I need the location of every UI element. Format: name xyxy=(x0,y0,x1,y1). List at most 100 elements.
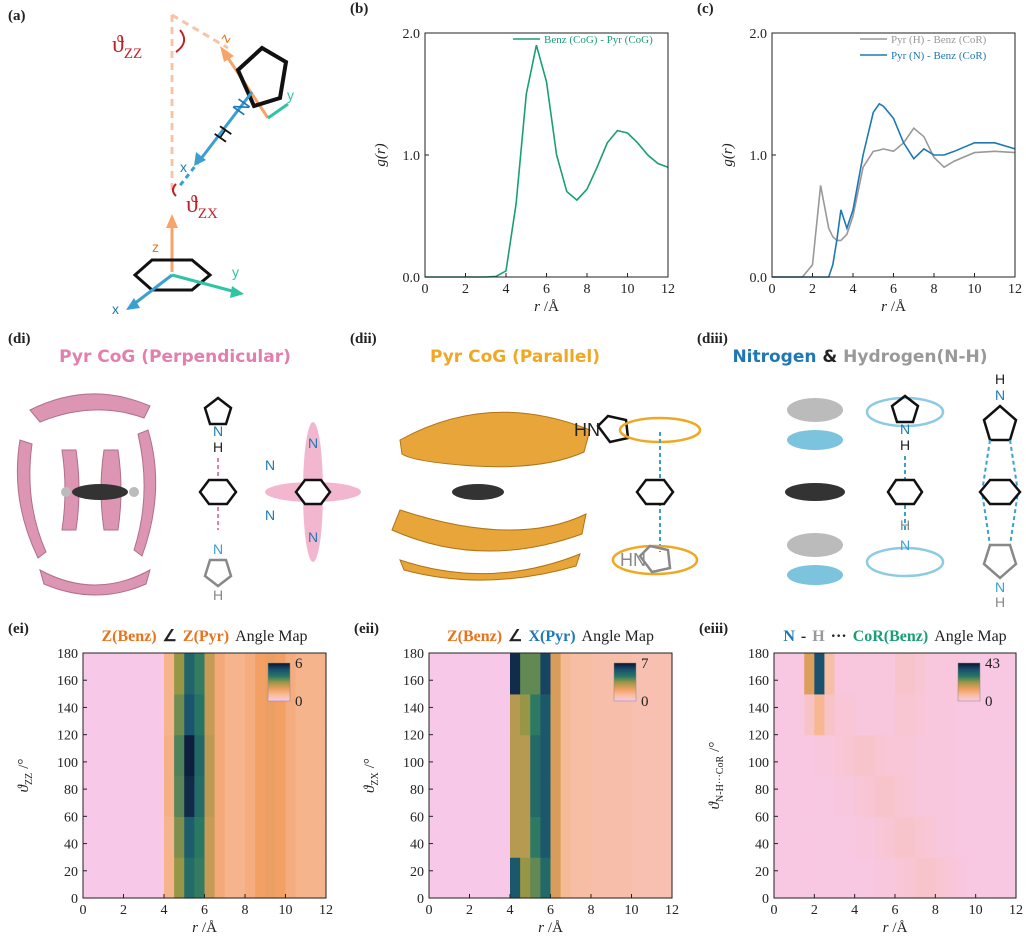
heat-cell xyxy=(935,816,946,857)
heat-cell xyxy=(794,735,805,776)
heat-cell xyxy=(652,857,663,898)
heat-cell xyxy=(662,816,673,857)
line xyxy=(425,45,668,277)
heat-cell xyxy=(784,816,795,857)
heat-cell xyxy=(885,857,896,898)
heat-cell xyxy=(439,857,450,898)
x-tick-label: 8 xyxy=(584,282,591,297)
heat-cell xyxy=(265,776,276,817)
heat-cell xyxy=(895,653,906,694)
heat-cell xyxy=(540,776,551,817)
title-part: X(Pyr) xyxy=(528,628,575,645)
heat-cell xyxy=(235,694,246,735)
legend-label: Benz (CoG) - Pyr (CoG) xyxy=(544,34,653,46)
y-tick-label: 20 xyxy=(64,865,78,880)
axis-label: x xyxy=(180,159,187,175)
y-tick-label: 160 xyxy=(403,674,424,689)
title-part: ··· xyxy=(831,628,847,645)
heat-cell xyxy=(986,776,997,817)
heat-cell xyxy=(915,735,926,776)
heat-cell xyxy=(551,694,562,735)
heat-cell xyxy=(174,694,185,735)
heat-cell xyxy=(885,735,896,776)
heat-cell xyxy=(784,653,795,694)
heat-cell xyxy=(652,816,663,857)
heat-cell xyxy=(490,694,501,735)
y-tick-label: 0 xyxy=(762,892,769,907)
panel-title: Pyr CoG (Parallel) xyxy=(430,347,600,367)
heat-cell xyxy=(103,694,114,735)
heat-cell xyxy=(255,653,266,694)
heat-cell xyxy=(480,816,491,857)
heat-cell xyxy=(845,816,856,857)
line xyxy=(772,128,1015,277)
panel-diii: (diii) Nitrogen & Hydrogen(N-H) N H H N … xyxy=(697,331,1020,610)
heat-cell xyxy=(93,735,104,776)
heat-cell xyxy=(652,653,663,694)
x-tick-label: 4 xyxy=(503,282,510,297)
heat-cell xyxy=(774,816,785,857)
heat-cell xyxy=(1006,857,1017,898)
benzene-model xyxy=(452,484,504,500)
heat-cell xyxy=(895,857,906,898)
heat-cell xyxy=(530,816,541,857)
title-part: Z(Benz) xyxy=(101,628,156,645)
heat-cell xyxy=(286,816,297,857)
y-tick-label: 120 xyxy=(57,729,78,744)
heat-cell xyxy=(255,857,266,898)
heat-cell xyxy=(124,694,135,735)
heat-cell xyxy=(439,653,450,694)
heat-cell xyxy=(601,857,612,898)
heat-cell xyxy=(814,653,825,694)
angle-label: ϑZZ xyxy=(112,32,142,62)
y-tick-label: 0.0 xyxy=(403,271,421,286)
heat-cell xyxy=(429,653,440,694)
pyrrole xyxy=(598,416,628,442)
atom-label: HN xyxy=(620,550,646,570)
unit: /° xyxy=(16,759,32,769)
panel-label: (eiii) xyxy=(699,621,728,637)
heat-cell xyxy=(103,816,114,857)
heat-cell xyxy=(470,735,481,776)
heat-cell xyxy=(591,735,602,776)
heat-cell xyxy=(439,776,450,817)
heat-cell xyxy=(449,735,460,776)
heat-cell xyxy=(621,857,632,898)
heat-cell xyxy=(470,776,481,817)
y-tick-label: 0 xyxy=(417,892,424,907)
title-part: Z(Pyr) xyxy=(183,628,229,645)
atom-label: N xyxy=(265,457,275,473)
heat-cell xyxy=(925,776,936,817)
heat-cell xyxy=(245,816,256,857)
heat-cell xyxy=(113,776,124,817)
benzene xyxy=(888,480,922,504)
pyr-y-axis xyxy=(268,104,288,118)
heat-cell xyxy=(551,776,562,817)
heat-cell xyxy=(470,694,481,735)
heat-cell xyxy=(976,816,987,857)
heat-cell xyxy=(571,653,582,694)
ring-orbit xyxy=(620,418,700,442)
heat-cell xyxy=(83,857,94,898)
chart-title: N-H···CoR(Benz)Angle Map xyxy=(783,628,1006,645)
heat-cell xyxy=(429,735,440,776)
variable: r xyxy=(883,920,889,936)
x-tick-label: 4 xyxy=(850,282,857,297)
atom-label: N xyxy=(213,423,223,439)
heat-cell xyxy=(255,694,266,735)
heat-cell xyxy=(255,816,266,857)
heat-cell xyxy=(561,776,572,817)
heat-cell xyxy=(154,653,165,694)
y-tick-label: 120 xyxy=(748,729,769,744)
heat-cell xyxy=(93,694,104,735)
heat-cell xyxy=(83,816,94,857)
heat-cell xyxy=(784,694,795,735)
heat-cell xyxy=(551,653,562,694)
heat-cell xyxy=(855,653,866,694)
heat-cell xyxy=(642,816,653,857)
heat-cell xyxy=(83,776,94,817)
heat-cell xyxy=(976,735,987,776)
heat-cell xyxy=(824,694,835,735)
colorbar-label: 0 xyxy=(641,694,649,710)
heat-cell xyxy=(1006,735,1017,776)
